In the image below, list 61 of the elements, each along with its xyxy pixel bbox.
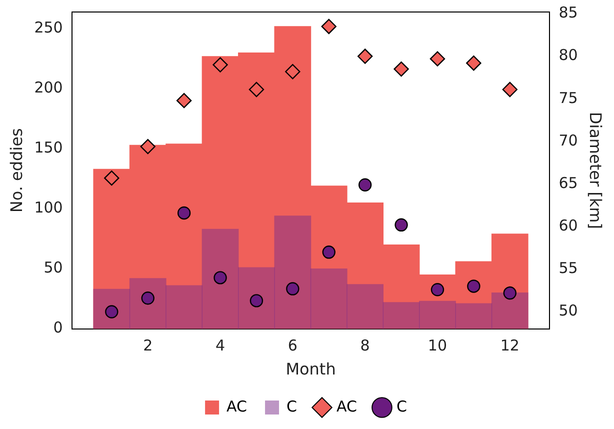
y2-tick-label: 55 <box>558 259 578 278</box>
legend-label: C <box>286 397 298 416</box>
legend-label: AC <box>336 397 357 416</box>
point <box>322 246 336 259</box>
point <box>176 92 192 108</box>
bar <box>310 268 348 329</box>
point <box>214 271 227 284</box>
point <box>358 178 372 192</box>
y2-tick-label: 85 <box>558 4 578 22</box>
point <box>466 55 482 71</box>
y2-axis-title: Diameter [km] <box>586 112 606 229</box>
point <box>248 82 264 98</box>
bar <box>419 300 456 329</box>
point <box>430 51 446 66</box>
x-tick-label: 4 <box>215 336 226 355</box>
point <box>212 57 228 72</box>
y-tick-label: 0 <box>53 318 63 337</box>
bar <box>455 303 492 329</box>
point <box>104 170 120 186</box>
bar <box>346 284 384 329</box>
x-tick-label: 10 <box>428 336 448 355</box>
y-tick-label: 150 <box>34 138 63 157</box>
y-tick-label: 250 <box>34 18 63 37</box>
point <box>394 218 408 232</box>
point <box>250 294 264 308</box>
point <box>177 206 191 220</box>
point <box>285 64 300 80</box>
y-tick-label: 200 <box>34 78 63 97</box>
y2-tick-label: 65 <box>558 174 578 192</box>
y2-tick-label: 60 <box>558 216 578 234</box>
legend-label: C <box>396 397 407 416</box>
bar <box>491 292 528 329</box>
bar <box>274 216 312 329</box>
x-tick-label: 6 <box>288 336 298 355</box>
point <box>503 286 516 300</box>
y-tick-label: 100 <box>34 198 63 217</box>
bar <box>382 302 420 329</box>
bar <box>129 278 166 329</box>
point <box>430 283 444 296</box>
point <box>140 138 156 154</box>
y-tick-label: 50 <box>44 258 63 277</box>
bar <box>238 267 275 329</box>
point <box>286 282 300 296</box>
point <box>357 48 373 64</box>
y2-tick-label: 80 <box>558 46 578 64</box>
point <box>502 82 518 98</box>
y2-tick-label: 75 <box>558 88 578 107</box>
point <box>394 61 409 77</box>
y2-tick-label: 70 <box>558 131 578 150</box>
y-axis-title: No. eddies <box>6 128 26 213</box>
x-tick-label: 8 <box>360 336 370 355</box>
bar <box>202 228 239 329</box>
y2-tick-label: 50 <box>558 302 578 320</box>
bar <box>166 285 202 329</box>
point <box>321 18 336 34</box>
point <box>467 280 480 293</box>
x-tick-label: 12 <box>500 336 520 355</box>
x-tick-label: 2 <box>143 336 153 355</box>
legend-label: AC <box>226 397 248 416</box>
x-axis-title: Month <box>286 360 336 379</box>
bar <box>93 288 130 329</box>
